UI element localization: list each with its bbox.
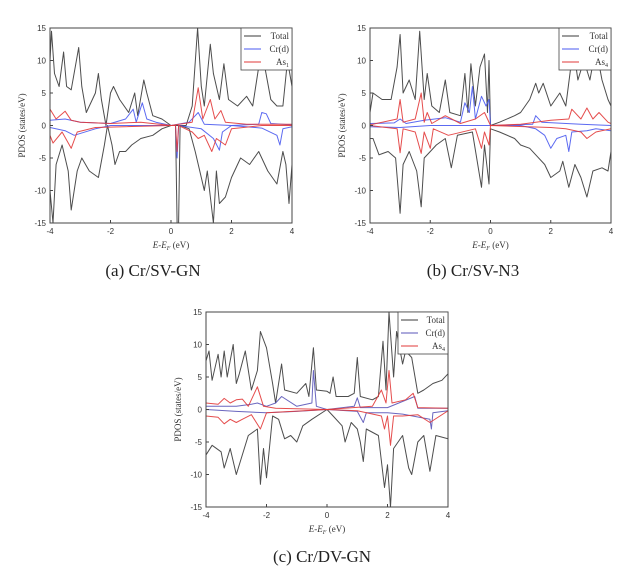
series-total-down <box>50 125 292 223</box>
y-tick-label: 15 <box>357 24 366 33</box>
x-axis-label-sub: F <box>485 246 490 252</box>
x-tick-label: 2 <box>549 227 554 236</box>
y-tick-label: 10 <box>357 57 366 66</box>
x-tick-label: 4 <box>290 227 295 236</box>
legend-label-main: Total <box>427 315 446 325</box>
legend-label-main: Cr(d) <box>270 44 290 54</box>
legend-label-main: As <box>276 57 286 67</box>
y-axis-label: PDOS (states/eV) <box>173 377 183 441</box>
legend-label-main: Total <box>271 31 290 41</box>
legend-label-sub: 4 <box>605 63 608 69</box>
x-axis-label: E-EF (eV) <box>152 240 189 252</box>
y-tick-label: 5 <box>362 89 367 98</box>
legend-label: As1 <box>276 57 289 69</box>
legend-label-sub: 1 <box>286 63 289 69</box>
x-axis-label-sub: F <box>166 246 171 252</box>
series-crd-up <box>206 370 448 410</box>
y-tick-label: 10 <box>193 341 202 350</box>
y-tick-label: 10 <box>37 57 46 66</box>
y-axis-label: PDOS (states/eV) <box>337 93 347 157</box>
x-axis-label-main: E-E <box>308 524 323 534</box>
series-total-up <box>50 28 292 126</box>
y-tick-label: 5 <box>42 89 47 98</box>
series-as4-up <box>206 370 448 410</box>
y-tick-label: 0 <box>362 122 367 131</box>
legend-label: Cr(d) <box>426 328 446 338</box>
y-tick-label: -10 <box>190 471 202 480</box>
legend-label-main: As <box>432 341 442 351</box>
legend-label: Total <box>590 31 609 41</box>
legend-label: As4 <box>432 341 445 353</box>
y-tick-label: 0 <box>42 122 47 131</box>
chart-caption: (a) Cr/SV-GN <box>105 261 200 280</box>
x-tick-label: 0 <box>169 227 174 236</box>
y-tick-label: -15 <box>354 219 366 228</box>
x-tick-label: 4 <box>446 511 451 520</box>
y-axis-label: PDOS (states/eV) <box>17 93 27 157</box>
chart-2: -15 -10 -5 0 5 10 15 -4 -2 0 2 4 E-EF (eV) PDOS (stat… <box>173 308 451 566</box>
series-total-down <box>370 128 611 214</box>
x-tick-label: -2 <box>263 511 271 520</box>
x-tick-label: -4 <box>202 511 210 520</box>
legend-label-sub: 4 <box>442 347 445 353</box>
y-tick-label: -5 <box>359 154 367 163</box>
x-axis-label-unit: (eV) <box>490 240 509 250</box>
x-tick-label: 4 <box>609 227 614 236</box>
legend-label: Cr(d) <box>270 44 290 54</box>
series-as4-down <box>206 409 448 446</box>
chart-1: -15 -10 -5 0 5 10 15 -4 -2 0 2 4 E-EF (eV) PDOS (stat… <box>337 24 614 280</box>
chart-0: -15 -10 -5 0 5 10 15 -4 -2 0 2 4 E-EF (eV) PDOS (stat… <box>17 24 295 280</box>
series-crd-up <box>370 86 611 126</box>
legend-label: As4 <box>595 57 608 69</box>
y-tick-label: 15 <box>193 308 202 317</box>
x-tick-label: 0 <box>325 511 330 520</box>
y-tick-label: -15 <box>190 503 202 512</box>
y-tick-label: 5 <box>198 373 203 382</box>
x-axis-label: E-EF (eV) <box>308 524 345 536</box>
legend-label-main: Cr(d) <box>589 44 609 54</box>
legend-label: Cr(d) <box>589 44 609 54</box>
x-axis-label-main: E-E <box>152 240 167 250</box>
y-tick-label: -5 <box>39 154 47 163</box>
x-tick-label: -4 <box>366 227 374 236</box>
legend-label: Total <box>427 315 446 325</box>
series-crd-down <box>50 125 292 159</box>
x-axis-label-unit: (eV) <box>170 240 189 250</box>
x-tick-label: 0 <box>488 227 493 236</box>
x-axis-label: E-EF (eV) <box>471 240 508 252</box>
y-tick-label: -10 <box>34 187 46 196</box>
series-crd-down <box>370 125 611 152</box>
series-total-down <box>206 409 448 507</box>
y-tick-label: 0 <box>198 406 203 415</box>
x-tick-label: -4 <box>46 227 54 236</box>
x-tick-label: -2 <box>427 227 435 236</box>
legend-label-main: Cr(d) <box>426 328 446 338</box>
legend-label: Total <box>271 31 290 41</box>
legend-label-main: As <box>595 57 605 67</box>
x-tick-label: -2 <box>107 227 115 236</box>
series-as1-up <box>50 87 292 126</box>
y-tick-label: 15 <box>37 24 46 33</box>
y-tick-label: -10 <box>354 187 366 196</box>
y-tick-label: -5 <box>195 438 203 447</box>
x-axis-label-main: E-E <box>471 240 486 250</box>
series-as4-up <box>370 92 611 126</box>
series-group <box>50 28 292 223</box>
series-as4-down <box>370 125 611 154</box>
series-as1-down <box>50 125 292 152</box>
chart-caption: (b) Cr/SV-N3 <box>427 261 519 280</box>
chart-caption: (c) Cr/DV-GN <box>273 547 371 566</box>
x-tick-label: 2 <box>385 511 390 520</box>
x-axis-label-sub: F <box>322 530 327 536</box>
y-tick-label: -15 <box>34 219 46 228</box>
x-tick-label: 2 <box>229 227 234 236</box>
series-crd-up <box>50 102 292 126</box>
legend-label-main: Total <box>590 31 609 41</box>
x-axis-label-unit: (eV) <box>326 524 345 534</box>
